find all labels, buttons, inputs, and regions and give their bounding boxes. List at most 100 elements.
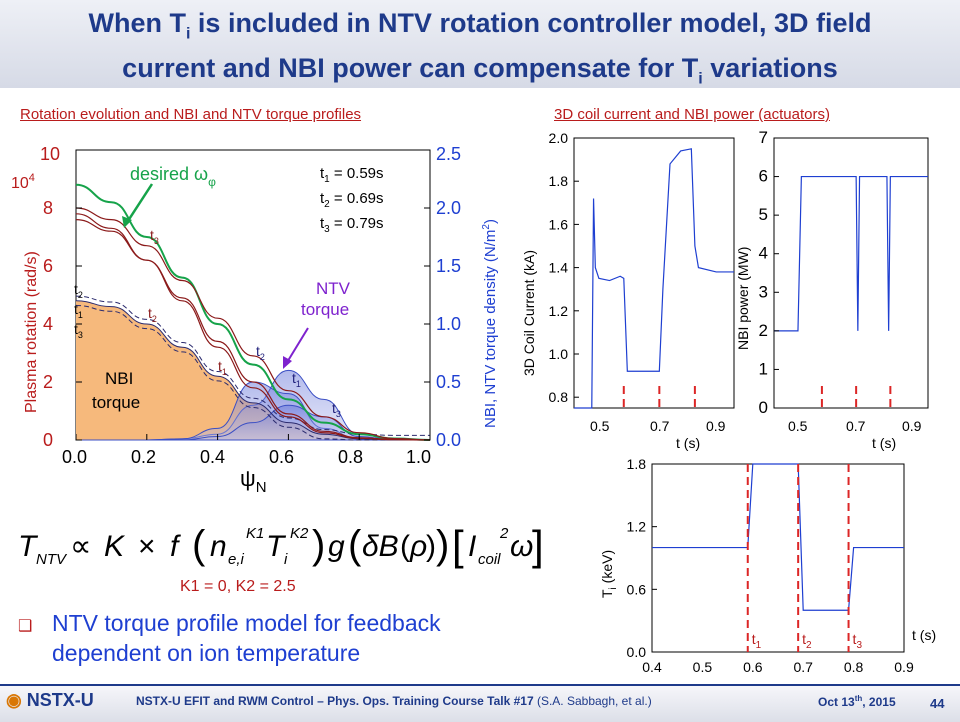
svg-text:n: n: [210, 530, 227, 563]
y2tick-25: 2.5: [436, 144, 461, 164]
svg-text:δB: δB: [362, 530, 399, 563]
series-line: [574, 148, 734, 409]
t2-label-nbi: t2: [74, 281, 83, 300]
xtick-label: 0.7: [793, 659, 813, 675]
xtick-09: 0.9: [902, 418, 922, 434]
svg-text:[: [: [452, 522, 464, 569]
bullet-line-2: dependent on ion temperature: [52, 640, 361, 666]
xtick-label: 0.9: [894, 659, 914, 675]
y-label: 3D Coil Current (kA): [521, 250, 537, 376]
svg-text:t1 = 0.59s: t1 = 0.59s: [320, 165, 384, 185]
x-label: t (s): [872, 435, 896, 451]
bullet-text: NTV torque profile model for feedback de…: [52, 608, 441, 668]
t3-label-ntv: t3: [332, 400, 341, 419]
ytick-label: 1.4: [549, 260, 569, 276]
y2tick-15: 1.5: [436, 256, 461, 276]
nbi-label-2: torque: [92, 393, 140, 412]
svg-text:K2: K2: [290, 525, 309, 542]
ytick-label: 0.8: [549, 389, 569, 405]
ytick-label: 1.8: [627, 458, 647, 472]
plot-frame: [773, 137, 929, 409]
t1-label-rotation: t1: [218, 358, 227, 377]
ytick-8: 8: [43, 198, 53, 218]
bullet-line-1: NTV torque profile model for feedback: [52, 610, 441, 636]
t2-label-rotation: t2: [148, 305, 157, 324]
svg-text:ρ: ρ: [409, 530, 427, 563]
y2tick-10: 1.0: [436, 314, 461, 334]
rotation-series-2: [75, 213, 431, 441]
plot-frame: [651, 463, 905, 653]
desired-label: desired ωφ: [130, 164, 216, 189]
xtick-10: 1.0: [406, 447, 431, 467]
rotation-series-0: [75, 183, 431, 441]
rotation-torque-plot: 0 2 4 6 8 10 0.0 0.5 1.0 1.5 2.0 2.5 0.0…: [11, 144, 499, 496]
xtick-02: 0.2: [131, 447, 156, 467]
t3-label-nbi: t3: [74, 321, 83, 340]
ytick-label: 1.0: [549, 346, 569, 362]
left-section-header: Rotation evolution and NBI and NTV torqu…: [20, 106, 362, 123]
svg-text:]: ]: [532, 522, 544, 569]
ytick-label: 1: [759, 359, 768, 378]
x-label: ψN: [240, 466, 267, 496]
xtick-label: 0.5: [693, 659, 713, 675]
footer-text: NSTX-U EFIT and RWM Control – Phys. Ops.…: [136, 694, 652, 708]
svg-text:K: K: [104, 530, 126, 563]
ytick-label: 1.8: [549, 173, 569, 189]
formula-constants: K1 = 0, K2 = 2.5: [180, 578, 296, 595]
ytick-label: 1.2: [549, 303, 569, 319]
t1-label-nbi: t1: [74, 301, 83, 320]
ytick-label: 4: [759, 244, 768, 263]
nbi-label-1: NBI: [105, 369, 133, 388]
xtick-06: 0.6: [269, 447, 294, 467]
right-section-header: 3D coil current and NBI power (actuators…: [554, 106, 830, 123]
xtick-label: 0.4: [642, 659, 662, 675]
ntv-label-1: NTV: [316, 279, 351, 298]
coil-current-plot: 0.81.01.21.41.61.82.0 0.5 0.7 0.9 t (s) …: [521, 130, 735, 451]
svg-text:g: g: [328, 530, 345, 563]
y-right-label: NBI, NTV torque density (N/m2): [481, 219, 499, 428]
ytick-label: 0.0: [627, 644, 647, 660]
svg-text:×: ×: [138, 530, 156, 563]
footer-date: Oct 13th, 2015: [818, 694, 896, 709]
ytick-label: 5: [759, 205, 768, 224]
y2tick-0: 0.0: [436, 430, 461, 450]
ytick-label: 2.0: [549, 130, 569, 146]
xtick-label: 0.8: [844, 659, 864, 675]
xtick-05: 0.5: [590, 418, 610, 434]
svg-text:K1: K1: [246, 525, 264, 542]
svg-text:(: (: [192, 523, 206, 567]
svg-text:): ): [436, 523, 449, 567]
y-left-label: Plasma rotation (rad/s): [23, 251, 40, 413]
time-legend: t1 = 0.59s t2 = 0.69s t3 = 0.79s: [320, 165, 384, 235]
logo-icon: ◉: [6, 690, 22, 710]
xtick-label: 0.6: [743, 659, 763, 675]
svg-text:ω: ω: [510, 530, 533, 563]
footer: [0, 684, 960, 722]
ytick-2: 2: [43, 372, 53, 392]
ntv-torque-formula: T NTV ∝ K × f ( n e,i K1 T i K2 ) g ( δB…: [18, 522, 544, 569]
slide-title: When Ti is included in NTV rotation cont…: [88, 8, 872, 88]
t3-label-rotation: t3: [150, 227, 159, 246]
ti-plot: 0.0 0.6 1.2 1.8 0.4 0.5 0.6 0.7 0.8 0.9 t (s) Ti…: [599, 458, 936, 675]
svg-text:f: f: [170, 530, 181, 563]
ytick-label: 0.6: [627, 581, 647, 597]
x-label: t (s): [912, 627, 936, 643]
xtick-08: 0.8: [338, 447, 363, 467]
ytick-label: 7: [759, 128, 768, 147]
ytick-6: 6: [43, 256, 53, 276]
xtick-00: 0.0: [62, 447, 87, 467]
ytick-label: 1.6: [549, 216, 569, 232]
svg-text:∝: ∝: [70, 530, 91, 563]
marker-label-3: t3: [853, 631, 863, 651]
ytick-10: 10: [40, 144, 60, 164]
ntv-arrow: [285, 327, 309, 365]
ytick-label: 1.2: [627, 519, 647, 535]
desired-arrow: [124, 183, 154, 225]
rotation-series-3: [75, 207, 431, 441]
y-label: NBI power (MW): [735, 247, 751, 350]
nbi-torque-line-1: [75, 295, 430, 436]
xtick-04: 0.4: [200, 447, 225, 467]
plot-frame: [573, 137, 735, 409]
svg-text:): ): [426, 530, 436, 563]
y-exp-label: 104: [11, 172, 35, 192]
